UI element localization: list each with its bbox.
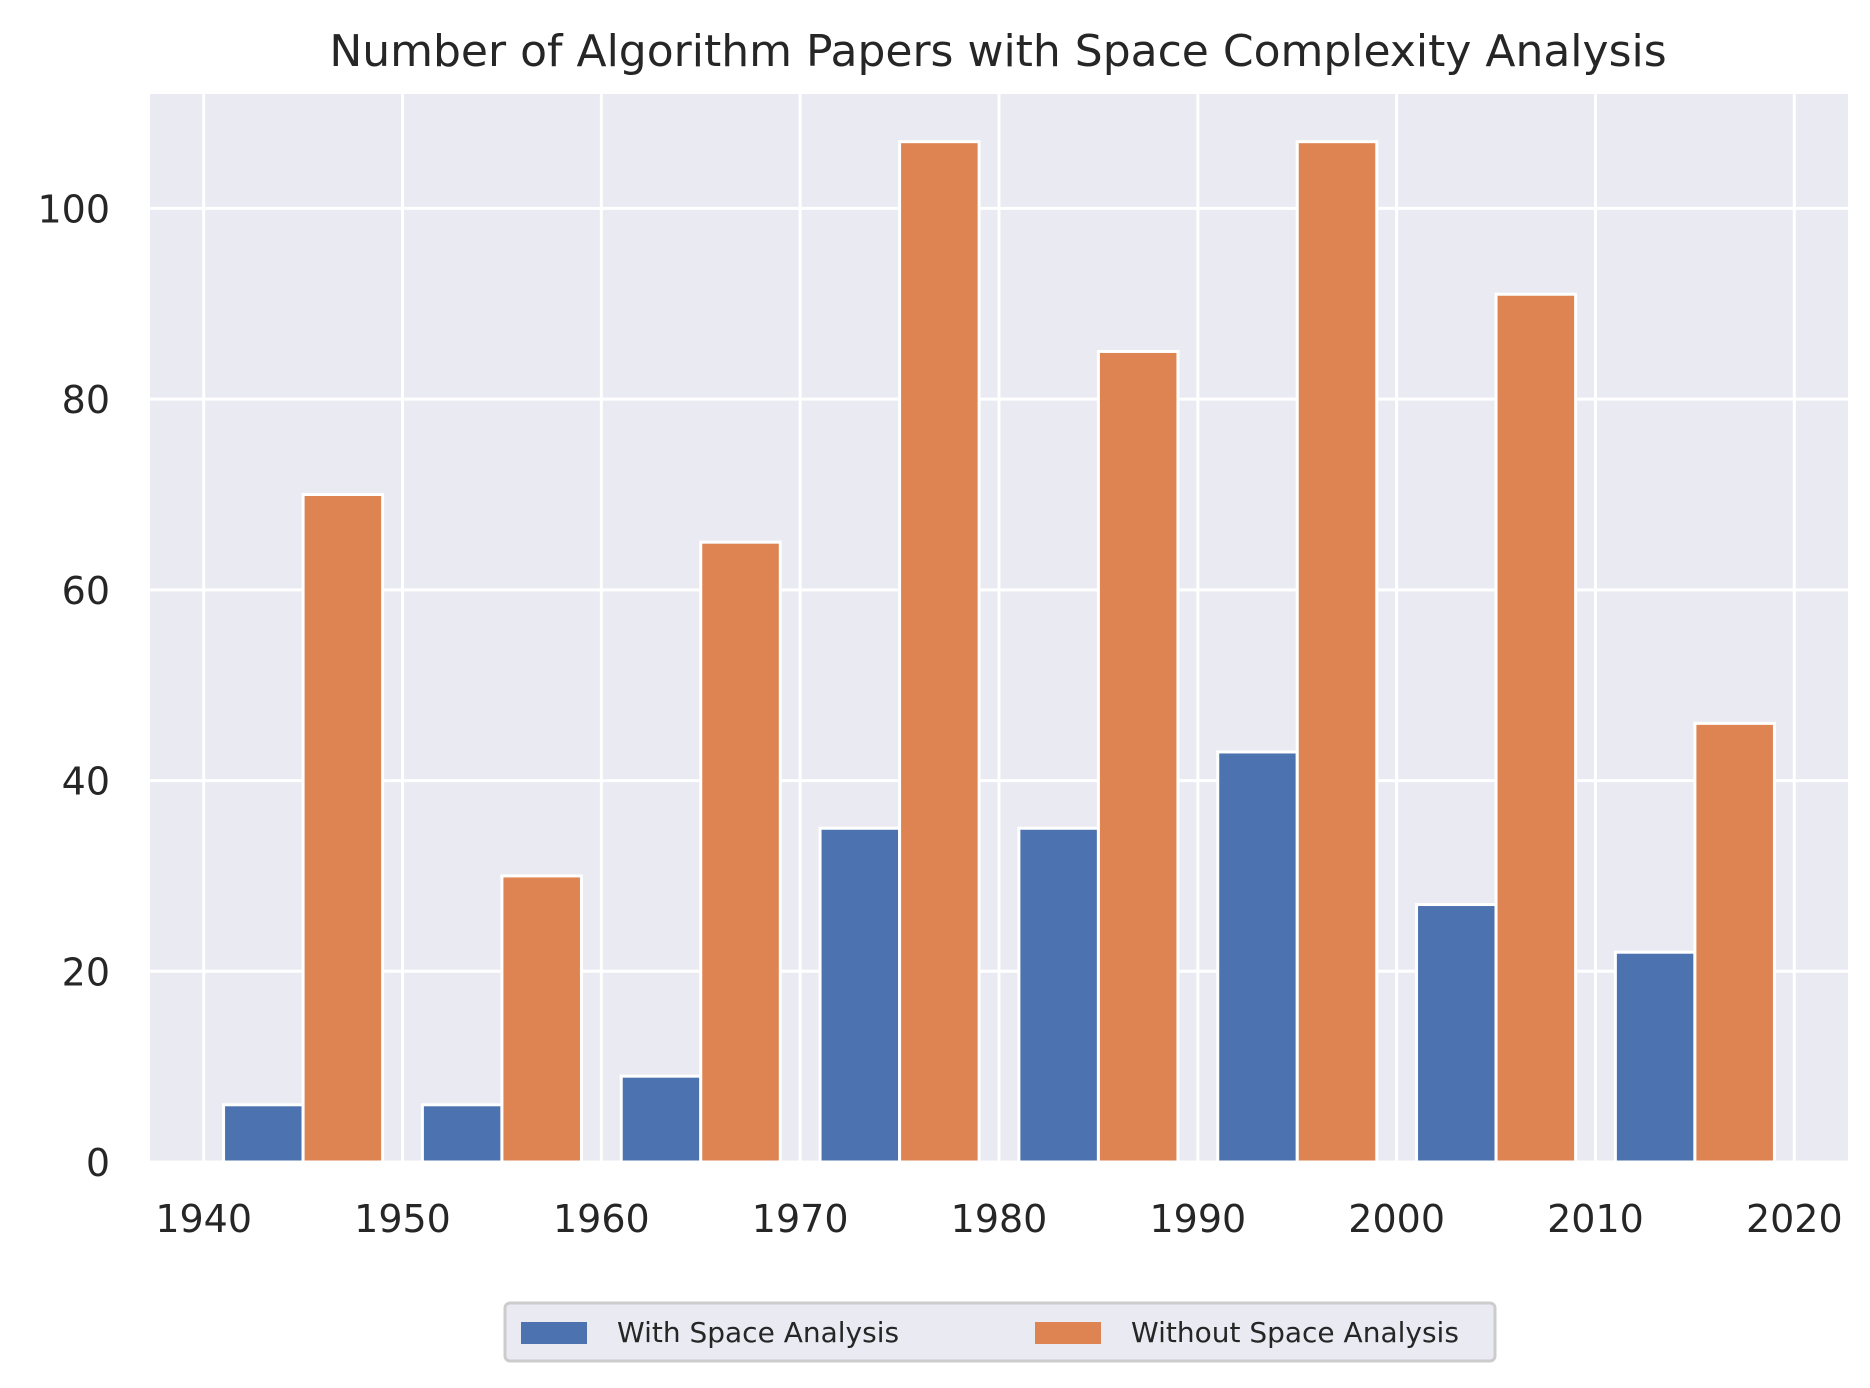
x-axis-ticks: 1940 1950 1960 1970 1980 1990 2000 2010 2020 [155, 1197, 1842, 1241]
y-tick-label: 60 [62, 569, 110, 613]
y-tick-label: 20 [62, 950, 110, 994]
bar-without-space-analysis-1940 [301, 493, 385, 1164]
bar-without-space-analysis-2010 [1693, 721, 1776, 1164]
x-tick-label: 1960 [553, 1197, 650, 1241]
bar-with-space-analysis-2010 [1613, 950, 1697, 1164]
y-tick-label: 40 [62, 760, 110, 804]
y-tick-label: 0 [86, 1141, 110, 1185]
bars [222, 140, 1776, 1164]
legend-entry-without-space-analysis: Without Space Analysis [1035, 1316, 1459, 1349]
bar-with-space-analysis-1940 [222, 1103, 305, 1164]
bar-without-space-analysis-1990 [1295, 140, 1379, 1164]
legend-label: With Space Analysis [617, 1316, 899, 1349]
bar-without-space-analysis-1960 [699, 540, 782, 1164]
bar-with-space-analysis-1980 [1017, 826, 1100, 1164]
x-tick-label: 1980 [951, 1197, 1048, 1241]
legend-entry-with-space-analysis: With Space Analysis [521, 1316, 899, 1349]
x-tick-label: 1950 [354, 1197, 451, 1241]
bar-with-space-analysis-1970 [818, 826, 902, 1164]
x-tick-label: 1970 [752, 1197, 849, 1241]
legend-swatch [521, 1322, 587, 1344]
bar-without-space-analysis-1950 [500, 874, 583, 1164]
legend: With Space Analysis Without Space Analysi… [503, 1301, 1497, 1363]
legend-label: Without Space Analysis [1131, 1316, 1459, 1349]
x-tick-label: 2010 [1547, 1197, 1644, 1241]
legend-swatch [1035, 1322, 1101, 1344]
bar-with-space-analysis-1950 [420, 1103, 504, 1164]
legend-box [503, 1301, 1497, 1363]
bar-with-space-analysis-1960 [619, 1074, 703, 1164]
x-tick-label: 1990 [1149, 1197, 1246, 1241]
bar-without-space-analysis-1970 [898, 140, 981, 1164]
chart-title: Number of Algorithm Papers with Space Co… [329, 26, 1666, 77]
y-tick-label: 100 [37, 187, 110, 231]
bar-without-space-analysis-1980 [1096, 349, 1180, 1164]
x-tick-label: 2020 [1746, 1197, 1843, 1241]
bar-with-space-analysis-2000 [1415, 903, 1498, 1164]
bar-without-space-analysis-2000 [1494, 292, 1578, 1164]
y-axis-ticks: 0 20 40 60 80 100 [37, 187, 110, 1185]
y-tick-label: 80 [62, 378, 110, 422]
x-tick-label: 1940 [155, 1197, 252, 1241]
bar-with-space-analysis-1990 [1216, 750, 1299, 1164]
x-tick-label: 2000 [1348, 1197, 1445, 1241]
